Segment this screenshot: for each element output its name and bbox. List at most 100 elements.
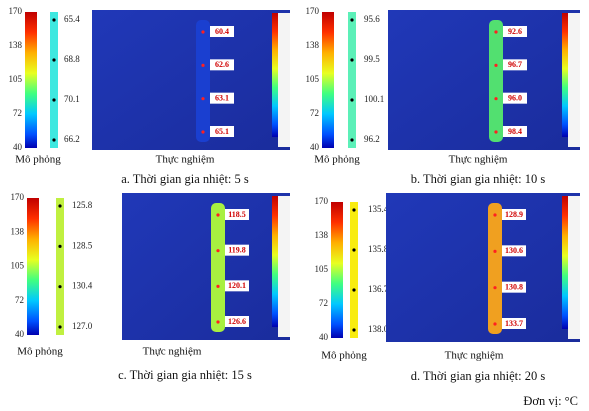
experiment-value: 118.5 [228, 210, 246, 219]
simulation-bar [348, 12, 356, 148]
caption: b. Thời gian gia nhiệt: 10 s [411, 172, 546, 186]
measure-point [216, 320, 219, 323]
probe-point [350, 138, 353, 141]
image-scale-frame [568, 13, 580, 147]
image-scale-frame [278, 13, 290, 147]
simulation-value: 95.6 [364, 14, 380, 24]
experiment-value: 130.6 [505, 246, 523, 255]
measure-point [493, 213, 496, 216]
simulation-value: 127.0 [72, 321, 93, 331]
measure-point [493, 286, 496, 289]
unit-note: Đơn vị: °C [523, 394, 578, 408]
image-scale-frame [568, 196, 580, 339]
image-scale [272, 13, 278, 137]
caption: c. Thời gian gia nhiệt: 15 s [118, 368, 252, 382]
simulation-bar [350, 202, 358, 338]
probe-point [352, 248, 355, 251]
scale-label: 138 [11, 226, 25, 236]
experiment-value: 133.7 [505, 319, 523, 328]
simulation-value: 135.4 [368, 204, 389, 214]
simulation-value: 70.1 [64, 94, 80, 104]
experiment-value: 119.8 [228, 245, 246, 254]
measure-point [493, 250, 496, 253]
measure-point [216, 285, 219, 288]
caption: d. Thời gian gia nhiệt: 20 s [411, 369, 546, 383]
simulation-value: 68.8 [64, 54, 80, 64]
probe-point [352, 288, 355, 291]
experiment-value: 92.6 [508, 27, 522, 36]
probe-point [52, 98, 55, 101]
measure-point [201, 64, 204, 67]
simulation-value: 125.8 [72, 200, 93, 210]
thermal-image [388, 10, 580, 150]
experiment-value: 130.8 [505, 282, 523, 291]
simulation-value: 100.1 [364, 94, 384, 104]
scale-label: 105 [315, 264, 329, 274]
experiment-value: 96.0 [508, 93, 522, 102]
color-scale [322, 12, 334, 148]
color-scale [27, 198, 39, 335]
measure-point [216, 213, 219, 216]
measure-point [201, 130, 204, 133]
image-scale [562, 13, 568, 137]
experiment-value: 126.6 [228, 317, 246, 326]
figure: Đơn vị: °C 170138105724065.468.870.166.2… [0, 0, 589, 411]
measure-point [494, 30, 497, 33]
probe-point [350, 18, 353, 21]
thermal-image [386, 193, 580, 342]
scale-label: 105 [306, 74, 320, 84]
experiment-value: 62.6 [215, 60, 229, 69]
scale-label: 170 [11, 192, 25, 202]
experiment-value: 63.1 [215, 93, 229, 102]
probe-point [58, 325, 61, 328]
simulation-label: Mô phỏng [314, 154, 360, 166]
caption: a. Thời gian gia nhiệt: 5 s [121, 172, 249, 186]
experiment-value: 96.7 [508, 60, 522, 69]
probe-point [52, 18, 55, 21]
measure-point [494, 130, 497, 133]
scale-label: 72 [13, 108, 22, 118]
simulation-bar [56, 198, 64, 335]
probe-point [58, 245, 61, 248]
thermal-image [122, 193, 290, 340]
simulation-label: Mô phỏng [17, 346, 63, 358]
measure-point [201, 97, 204, 100]
scale-label: 40 [319, 332, 329, 342]
experiment-label: Thực nghiệm [143, 346, 202, 358]
probe-point [350, 58, 353, 61]
probe-point [52, 58, 55, 61]
color-scale [25, 12, 37, 148]
simulation-value: 136.7 [368, 284, 389, 294]
experiment-value: 120.1 [228, 281, 246, 290]
scale-label: 105 [11, 261, 25, 271]
probe-point [58, 285, 61, 288]
measure-point [493, 322, 496, 325]
probe-point [352, 208, 355, 211]
measure-point [201, 30, 204, 33]
scale-label: 105 [9, 74, 23, 84]
scale-label: 170 [315, 196, 329, 206]
experiment-label: Thực nghiệm [445, 350, 504, 362]
probe-point [350, 98, 353, 101]
experiment-value: 98.4 [508, 127, 522, 136]
probe-point [52, 138, 55, 141]
measure-point [216, 249, 219, 252]
simulation-value: 96.2 [364, 134, 380, 144]
scale-label: 72 [310, 108, 319, 118]
scale-label: 40 [13, 142, 23, 152]
experiment-value: 65.1 [215, 127, 229, 136]
image-scale-frame [278, 196, 290, 337]
scale-label: 170 [9, 6, 23, 16]
scale-label: 138 [9, 40, 23, 50]
simulation-value: 65.4 [64, 14, 80, 24]
simulation-bar [50, 12, 58, 148]
simulation-label: Mô phỏng [321, 350, 367, 362]
scale-label: 138 [315, 230, 329, 240]
scale-label: 40 [310, 142, 320, 152]
simulation-value: 138.0 [368, 324, 389, 334]
measure-point [494, 97, 497, 100]
scale-label: 138 [306, 40, 320, 50]
simulation-value: 99.5 [364, 54, 380, 64]
experiment-label: Thực nghiệm [449, 154, 508, 166]
simulation-value: 135.8 [368, 244, 389, 254]
